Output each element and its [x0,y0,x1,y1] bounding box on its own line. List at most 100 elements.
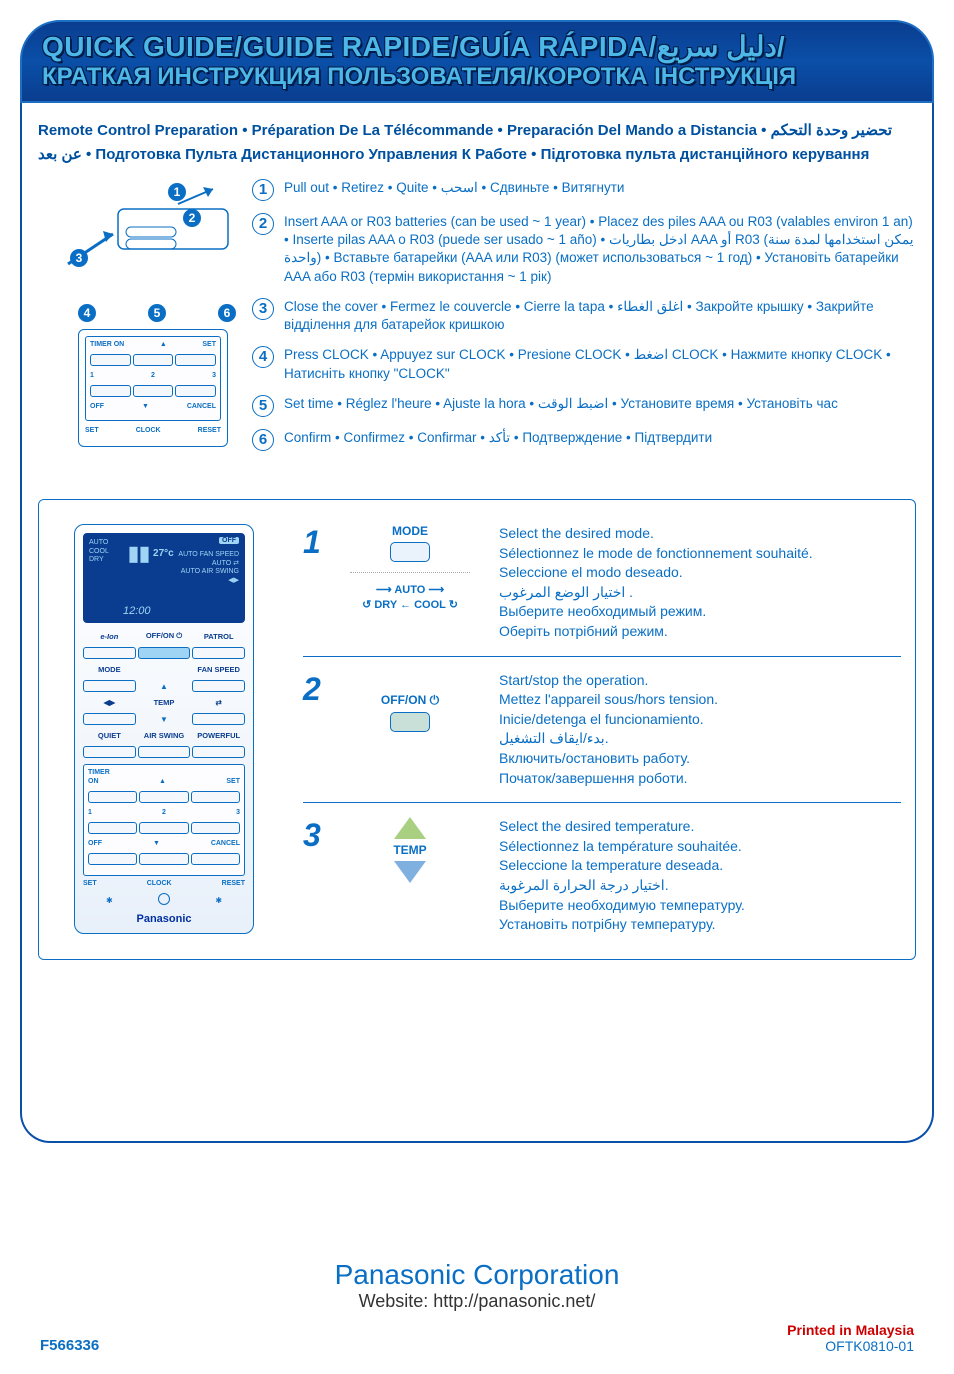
diag-set: SET [85,427,99,434]
diagram-num-6: 6 [218,304,236,322]
step-1-text: Pull out • Retirez • Quite • اسحب • Сдви… [284,179,916,197]
step-6-num: 6 [252,429,274,451]
diag-set-top: SET [202,341,216,348]
website: Website: http://panasonic.net/ [40,1291,914,1312]
diag-reset: RESET [198,427,221,434]
op-1-icon: MODE ⟶ AUTO ⟶ ↺ DRY ← COOL ↻ [335,524,485,611]
mode-button-icon [390,542,430,562]
rt-on: ON [88,778,99,785]
rt-dn: ▼ [153,840,160,847]
btn-airswing[interactable] [138,746,191,758]
r-timer-title: TIMER [88,769,240,776]
rs-cool: COOL [89,548,109,556]
preparation-row: 1 2 3 4 5 6 TIMER ON ▲ SET 1 2 3 [38,179,916,479]
part-number: F566336 [40,1337,99,1354]
btn-t-on[interactable] [88,791,137,803]
step-2: 2 Insert AAA or R03 batteries (can be us… [252,213,916,286]
btn-mode[interactable] [83,680,136,692]
diagram-num-1: 1 [168,183,186,201]
remote-body: AUTO COOL DRY ▮▮27°c OFF AUTO FAN SPEED … [74,524,254,934]
op-2-label: OFF/ON ⏻ [381,693,439,708]
section-title: Remote Control Preparation • Préparation… [38,119,916,167]
diagram-remote-panel: TIMER ON ▲ SET 1 2 3 OFF ▼ CANCEL [78,329,228,447]
op-2-desc: Start/stop the operation. Mettez l'appar… [499,671,901,789]
op-row-2: 2 OFF/ON ⏻ Start/stop the operation. Met… [303,656,901,803]
r-quiet: QUIET [83,731,136,740]
op-2-icon: OFF/ON ⏻ [335,671,485,732]
cycle-top: AUTO [394,584,425,596]
step-5-text: Set time • Réglez l'heure • Ajuste la ho… [284,395,916,413]
footer: Panasonic Corporation Website: http://pa… [0,1259,954,1354]
btn-t-cancel[interactable] [191,853,240,865]
step-1-num: 1 [252,179,274,201]
printed-in: Printed in Malaysia [787,1322,914,1338]
btn-quiet[interactable] [83,746,136,758]
rt-2: 2 [162,809,166,816]
step-5-num: 5 [252,395,274,417]
offon-button-icon [390,712,430,732]
step-2-text: Insert AAA or R03 batteries (can be used… [284,213,916,286]
btn-eion[interactable] [83,647,136,659]
btn-t3[interactable] [191,822,240,834]
rt-3: 3 [236,809,240,816]
op-2-num: 2 [303,671,321,708]
btn-t2[interactable] [139,822,188,834]
r-powerful: POWERFUL [192,731,245,740]
op-row-1: 1 MODE ⟶ AUTO ⟶ ↺ DRY ← COOL ↻ Select th… [303,510,901,656]
header-banner: QUICK GUIDE/GUIDE RAPIDE/GUÍA RÁPIDA/دلي… [20,20,934,103]
print-info: Printed in Malaysia OFTK0810-01 [787,1322,914,1354]
remote-column: AUTO COOL DRY ▮▮27°c OFF AUTO FAN SPEED … [39,500,289,959]
diagram-num-4: 4 [78,304,96,322]
op-1-num: 1 [303,524,321,561]
r-lr: ◀▶ [83,698,136,707]
rs-air: AIR SWING [202,568,239,575]
rs-a2: AUTO [178,551,197,558]
op-row-3: 3 TEMP Select the desired temperature. S… [303,802,901,949]
diag-timer-on: TIMER ON [90,341,124,348]
btn-fspeed[interactable] [192,680,245,692]
btn-patrol[interactable] [192,647,245,659]
rf-reset: RESET [222,880,245,887]
btn-t-off[interactable] [88,853,137,865]
rt-cancel: CANCEL [211,840,240,847]
rs-dry: DRY [89,556,109,564]
step-4-text: Press CLOCK • Appuyez sur CLOCK • Presio… [284,346,916,382]
step-4-num: 4 [252,346,274,368]
btn-t-dn[interactable] [139,853,188,865]
r-mode: MODE [83,665,136,674]
r-temp: TEMP [138,698,191,707]
btn-t-set[interactable] [191,791,240,803]
rt-up: ▲ [159,778,166,785]
btn-lr[interactable] [83,713,136,725]
r-swing: ⇄ [192,698,245,707]
diag-off: OFF [90,403,104,410]
remote-screen: AUTO COOL DRY ▮▮27°c OFF AUTO FAN SPEED … [83,533,245,623]
temp-up-icon [394,817,426,839]
btn-swing[interactable] [192,713,245,725]
step-1: 1 Pull out • Retirez • Quite • اسحب • Сд… [252,179,916,201]
rs-off: OFF [219,537,239,544]
btn-powerful[interactable] [192,746,245,758]
op-1-label: MODE [392,524,428,538]
btn-t1[interactable] [88,822,137,834]
rs-a4: AUTO [181,568,200,575]
rt-off: OFF [88,840,102,847]
step-3-text: Close the cover • Fermez le couvercle • … [284,298,916,334]
content-frame: Remote Control Preparation • Préparation… [20,103,934,1143]
step-3: 3 Close the cover • Fermez le couvercle … [252,298,916,334]
diag-cancel: CANCEL [187,403,216,410]
diagram-num-5: 5 [148,304,166,322]
header-line2: КРАТКАЯ ИНСТРУКЦИЯ ПОЛЬЗОВАТЕЛЯ/КОРОТКА … [42,63,912,91]
cycle-bot: DRY ← COOL [374,599,445,611]
btn-offon[interactable] [138,647,191,659]
rf-set: SET [83,880,97,887]
rs-time: 12:00 [123,605,151,617]
operation-box: AUTO COOL DRY ▮▮27°c OFF AUTO FAN SPEED … [38,499,916,960]
remote-timer-panel: TIMER ON ▲ SET 1 2 3 OFF ▼ [83,764,245,876]
corporation-name: Panasonic Corporation [40,1259,914,1291]
btn-t-up[interactable] [139,791,188,803]
step-2-num: 2 [252,213,274,235]
r-offon: OFF/ON ⏻ [138,631,191,641]
mode-cycle: ⟶ AUTO ⟶ ↺ DRY ← COOL ↻ [362,583,458,611]
rs-a3: AUTO [212,560,231,567]
